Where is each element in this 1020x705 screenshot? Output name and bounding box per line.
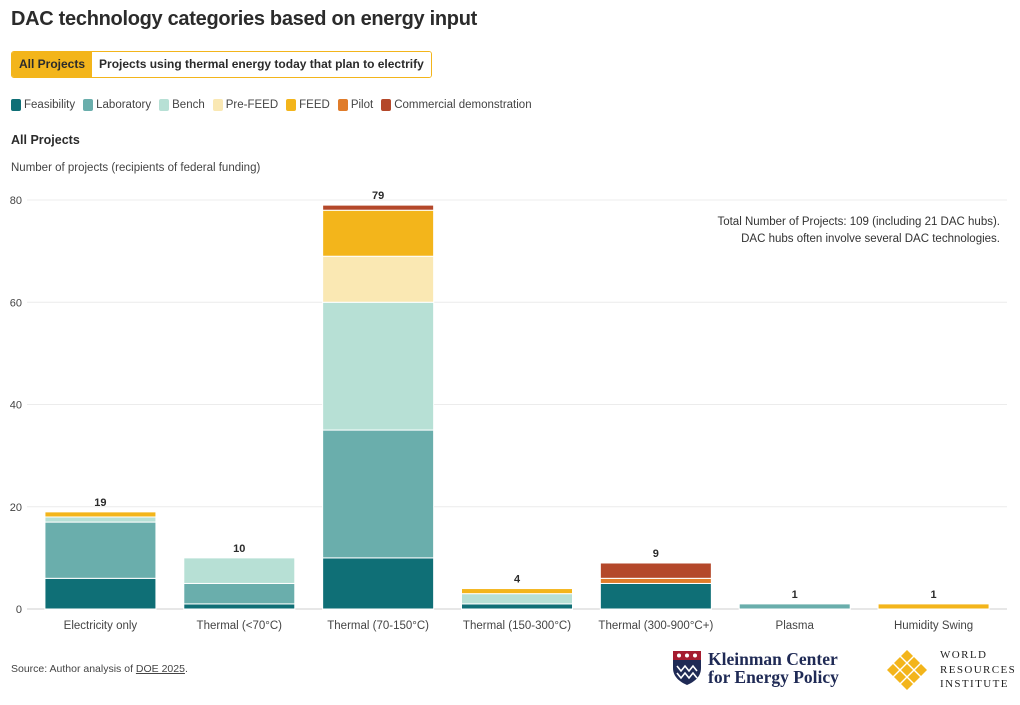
bar-total-label: 79: [372, 190, 384, 202]
bar-total-label: 10: [233, 543, 245, 555]
legend-label: Pilot: [350, 99, 374, 111]
x-tick-label: Electricity only: [64, 620, 138, 632]
x-tick-label: Thermal (300-900°C+): [598, 620, 713, 632]
kleinman-line-1: Kleinman Center: [708, 649, 838, 669]
bar-segment-feed: [44, 511, 157, 518]
y-tick-label: 0: [16, 604, 22, 616]
bar-segment-laboratory: [322, 429, 435, 559]
legend-label: Commercial demonstration: [394, 99, 532, 111]
bar-segment-bench: [183, 557, 296, 584]
tab-thermal-electrify[interactable]: Projects using thermal energy today that…: [92, 52, 431, 77]
x-tick-label: Thermal (<70°C): [197, 620, 283, 632]
chart-legend: Feasibility Laboratory Bench Pre-FEED FEED Pi…: [11, 99, 540, 111]
wri-line-3: INSTITUTE: [940, 678, 1009, 690]
bar-total-label: 4: [514, 574, 521, 586]
legend-item-feed[interactable]: FEED: [286, 99, 330, 111]
x-tick-label: Thermal (70-150°C): [327, 620, 429, 632]
legend-swatch: [159, 99, 170, 111]
bar-total-label: 1: [931, 589, 937, 601]
legend-label: Bench: [172, 99, 205, 111]
bar-segment-pilot: [599, 577, 712, 584]
x-tick-label: Thermal (150-300°C): [463, 620, 571, 632]
y-tick-label: 60: [10, 297, 22, 309]
bar-segment-feed: [461, 588, 573, 595]
y-axis-label: Number of projects (recipients of federa…: [11, 162, 261, 174]
legend-swatch: [212, 99, 223, 111]
legend-label: Pre-FEED: [225, 99, 279, 111]
bar-segment-feasibility: [461, 603, 573, 610]
legend-item-pre-feed[interactable]: Pre-FEED: [212, 99, 279, 111]
legend-label: FEED: [299, 99, 330, 111]
bar-segment-laboratory: [44, 521, 157, 579]
source-prefix: Source: Author analysis of: [11, 663, 136, 675]
bar-segment-laboratory: [738, 603, 851, 610]
legend-item-laboratory[interactable]: Laboratory: [83, 99, 151, 111]
bar-segment-feasibility: [183, 603, 296, 610]
wri-logo: WORLD RESOURCES INSTITUTE: [886, 648, 1016, 692]
legend-swatch: [286, 99, 297, 111]
view-tabs: All Projects Projects using thermal ener…: [11, 51, 432, 78]
bar-segment-feasibility: [599, 582, 712, 610]
x-tick-label: Humidity Swing: [894, 620, 973, 632]
bar-segment-pre-feed: [322, 255, 435, 303]
bar-segment-bench: [44, 516, 157, 523]
legend-swatch: [381, 99, 392, 111]
source-link[interactable]: DOE 2025: [135, 663, 185, 675]
wri-lattice-icon: [887, 649, 927, 690]
source-note: Source: Author analysis of DOE 2025.: [11, 663, 188, 675]
chart-title: DAC technology categories based on energ…: [11, 8, 477, 30]
bar-segment-feasibility: [322, 557, 435, 610]
bar-segment-feed: [322, 209, 435, 257]
y-tick-label: 20: [10, 502, 22, 514]
bar-segment-commercial-demonstration: [599, 562, 712, 579]
y-tick-label: 40: [10, 400, 22, 412]
x-tick-label: Plasma: [776, 620, 815, 632]
chart-subhead: All Projects: [11, 133, 80, 147]
legend-swatch: [337, 99, 348, 111]
tab-all-projects[interactable]: All Projects: [12, 52, 93, 77]
bar-segment-feed: [877, 603, 990, 610]
bar-total-label: 1: [792, 589, 798, 601]
wri-line-1: WORLD: [940, 649, 988, 661]
bar-segment-bench: [461, 593, 573, 605]
bar-segment-feasibility: [44, 577, 157, 610]
kleinman-line-2: for Energy Policy: [708, 667, 839, 687]
legend-label: Laboratory: [96, 99, 152, 111]
bar-total-label: 19: [94, 497, 106, 509]
kleinman-center-logo: Kleinman Center for Energy Policy: [672, 650, 839, 686]
legend-item-pilot[interactable]: Pilot: [337, 99, 374, 111]
chart-annotation: Total Number of Projects: 109 (including…: [717, 216, 1000, 245]
legend-swatch: [11, 99, 21, 111]
bar-total-label: 9: [653, 548, 659, 560]
y-tick-label: 80: [10, 195, 22, 207]
bar-segment-laboratory: [183, 582, 296, 605]
legend-swatch: [83, 99, 94, 111]
legend-item-bench[interactable]: Bench: [159, 99, 205, 111]
bar-segment-commercial-demonstration: [322, 204, 435, 211]
source-suffix: .: [184, 663, 188, 675]
legend-label: Feasibility: [24, 99, 76, 111]
wri-line-2: RESOURCES: [940, 663, 1017, 676]
legend-item-feasibility[interactable]: Feasibility: [11, 99, 75, 111]
legend-item-commercial-demonstration[interactable]: Commercial demonstration: [381, 99, 532, 111]
penn-shield-icon: [673, 651, 701, 685]
bar-segment-bench: [322, 301, 435, 431]
